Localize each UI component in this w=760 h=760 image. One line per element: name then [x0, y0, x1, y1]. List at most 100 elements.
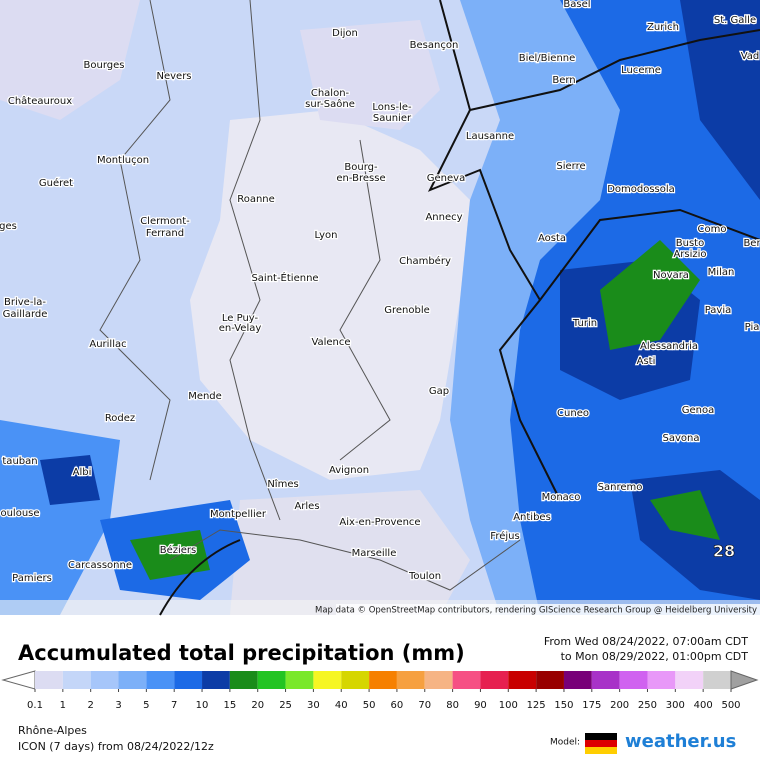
city-label: Turin: [572, 318, 597, 329]
city-label: Basel: [563, 0, 590, 10]
city-label: Clermont-: [140, 216, 190, 227]
city-label: Annecy: [425, 212, 462, 223]
colorbar-box: [174, 671, 203, 689]
city-label: Biel/Bienne: [519, 53, 576, 64]
colorbar-box: [563, 671, 592, 689]
flag: [585, 733, 617, 754]
city-label: Bourg-: [344, 162, 378, 173]
city-label: Roanne: [237, 194, 275, 205]
city-label: Ferrand: [146, 228, 184, 239]
city-label: Marseille: [352, 548, 397, 559]
colorbar-tick-label: 25: [279, 700, 292, 711]
city-label: Domodossola: [607, 184, 675, 195]
city-label: Savona: [663, 433, 700, 444]
colorbar-box: [313, 671, 342, 689]
city-label: Lucerne: [621, 65, 661, 76]
colorbar-box: [229, 671, 258, 689]
colorbar-box: [369, 671, 397, 689]
colorbar-tick-label: 3: [115, 700, 121, 711]
colorbar-box: [62, 671, 91, 689]
colorbar-tick-label: 100: [499, 700, 518, 711]
city-label: Asti: [637, 356, 656, 367]
max-value-label: 28: [713, 542, 735, 561]
city-label: Fréjus: [490, 530, 519, 542]
city-label: Besançon: [410, 40, 459, 51]
city-label: Chambéry: [399, 255, 451, 267]
city-label: Como: [698, 224, 727, 235]
city-label: Pavia: [705, 305, 732, 316]
colorbar-tick-label: 90: [474, 700, 487, 711]
date-from: From Wed 08/24/2022, 07:00am CDT: [544, 635, 748, 648]
model-run: ICON (7 days) from 08/24/2022/12z: [18, 740, 214, 753]
colorbar-tick-label: 300: [666, 700, 685, 711]
city-label: Lyon: [314, 230, 337, 241]
city-label: Lausanne: [466, 131, 514, 142]
colorbar: 0.1 1 2 3 5 7 10 15 20 25 30 40 50 60 70 80 90 100 125 150 1…: [1, 670, 759, 711]
city-label: Vad: [741, 51, 760, 62]
city-label: Chalon-: [311, 88, 350, 99]
city-label: Cuneo: [557, 408, 589, 419]
city-label: Pia: [745, 322, 760, 333]
city-label: Albi: [73, 467, 92, 478]
colorbar-tick-label: 1: [60, 700, 66, 711]
colorbar-tick-label: 15: [224, 700, 237, 711]
city-label: tauban: [2, 456, 37, 467]
city-label: Avignon: [329, 465, 369, 476]
city-label: Bern: [552, 75, 575, 86]
city-label: Rodez: [105, 413, 135, 424]
colorbar-tick-label: 70: [418, 700, 431, 711]
colorbar-box: [202, 671, 230, 689]
city-labels: Basel Zurich St. Galle Vad Dijon Besançon Biel…: [0, 0, 760, 585]
city-label: Ber: [743, 238, 760, 249]
colorbar-box: [508, 671, 537, 689]
colorbar-box: [146, 671, 175, 689]
city-label: en-Velay: [219, 323, 262, 334]
city-label: Novara: [653, 270, 689, 281]
colorbar-tick-label: 80: [446, 700, 459, 711]
colorbar-tick-label: 5: [143, 700, 149, 711]
city-label: Busto: [676, 238, 704, 249]
city-label: Antibes: [513, 512, 551, 523]
colorbar-box: [619, 671, 648, 689]
city-label: Bourges: [84, 60, 125, 71]
city-label: en-Bresse: [336, 173, 385, 184]
colorbar-tick-label: 60: [391, 700, 404, 711]
city-label: Genoa: [682, 405, 715, 416]
colorbar-tick-label: 50: [363, 700, 376, 711]
city-label: Lons-le-: [372, 102, 412, 113]
city-label: Valence: [311, 337, 350, 348]
colorbar-tick-label: 150: [554, 700, 573, 711]
colorbar-box: [703, 671, 731, 689]
colorbar-tick-label: 0.1: [27, 700, 43, 711]
colorbar-tick-label: 20: [251, 700, 264, 711]
colorbar-tick-label: 10: [196, 700, 209, 711]
date-to: to Mon 08/29/2022, 01:00pm CDT: [561, 650, 749, 663]
city-label: Brive-la-: [4, 297, 46, 308]
city-label: Sanremo: [598, 482, 643, 493]
colorbar-box: [118, 671, 147, 689]
city-label: Grenoble: [384, 305, 430, 316]
city-label: Montpellier: [210, 509, 267, 520]
colorbar-box: [341, 671, 370, 689]
city-label: Arsizio: [673, 249, 706, 260]
city-label: Nîmes: [267, 478, 298, 490]
city-label: Saunier: [373, 113, 412, 124]
city-label: Gap: [429, 386, 449, 397]
colorbar-tick-label: 125: [527, 700, 546, 711]
city-label: Aurillac: [89, 339, 126, 350]
colorbar-tick-label: 175: [582, 700, 601, 711]
colorbar-box: [35, 671, 63, 689]
colorbar-over: [730, 670, 759, 690]
colorbar-tick-label: 500: [721, 700, 740, 711]
city-label: St. Galle: [714, 15, 756, 26]
colorbar-box: [424, 671, 453, 689]
colorbar-box: [591, 671, 620, 689]
city-label: Guéret: [39, 177, 73, 189]
title: Accumulated total precipitation (mm): [18, 641, 465, 665]
colorbar-under: [1, 670, 36, 690]
city-label: Sierre: [556, 161, 585, 172]
city-label: Milan: [708, 267, 735, 278]
map: [0, 0, 760, 616]
